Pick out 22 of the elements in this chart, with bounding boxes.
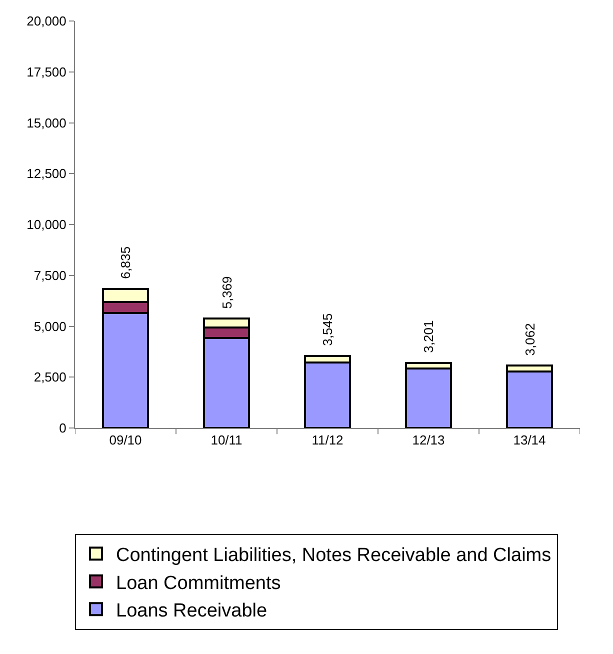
total-label: 3,201: [421, 320, 436, 353]
x-tick-label: 13/14: [513, 432, 546, 448]
y-tick-label: 2,500: [34, 370, 66, 385]
total-label: 3,062: [522, 323, 538, 356]
y-tick-label: 12,500: [26, 166, 66, 182]
total-label: 5,369: [219, 276, 234, 309]
y-tick-label: 20,000: [26, 14, 66, 29]
x-tick-label: 11/12: [312, 432, 344, 448]
legend-label: Loan Commitments: [116, 572, 281, 594]
y-tick-label: 10,000: [26, 217, 66, 232]
total-label: 6,835: [118, 246, 134, 279]
x-tick-label: 09/10: [109, 432, 142, 448]
x-tick-label: 12/13: [412, 432, 445, 448]
legend-label: Loans Receivable: [116, 600, 268, 622]
y-tick-label: 15,000: [26, 115, 66, 130]
legend-label: Contingent Liabilities, Notes Receivable and Claims: [116, 545, 552, 566]
y-tick-label: 0: [59, 420, 66, 436]
y-tick-label: 17,500: [26, 64, 66, 80]
y-tick-label: 5,000: [34, 318, 66, 334]
total-label: 3,545: [320, 313, 336, 346]
x-tick-label: 10/11: [210, 432, 242, 448]
y-tick-label: 7,500: [34, 268, 66, 283]
